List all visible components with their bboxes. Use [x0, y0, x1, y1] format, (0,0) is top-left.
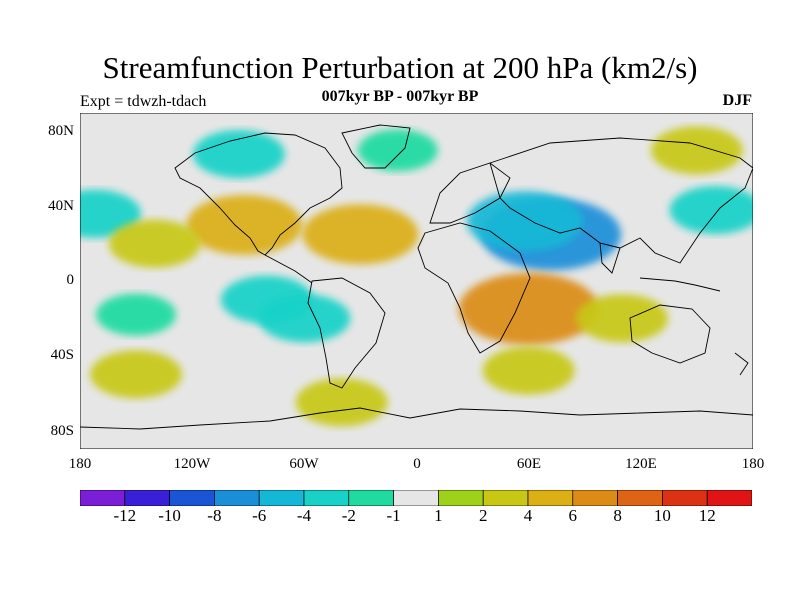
- colorbar-swatch: [303, 490, 350, 506]
- coast-antarctica: [80, 407, 753, 430]
- colorbar-label: -2: [341, 506, 356, 525]
- colorbar-label: -4: [296, 506, 312, 525]
- coast-north-america: [174, 132, 343, 256]
- negative-anomaly: [466, 191, 583, 252]
- lat-tick-label: 40N: [48, 198, 74, 214]
- colorbar-label: -1: [386, 506, 401, 525]
- colorbar-label: -6: [252, 506, 267, 525]
- colorbar-label: -8: [207, 506, 222, 525]
- positive-anomaly: [295, 378, 388, 427]
- negative-anomaly: [357, 129, 438, 172]
- coast-central-america: [264, 254, 313, 284]
- colorbar-swatch: [124, 490, 170, 506]
- map-plot-area: [80, 113, 753, 449]
- colorbar-label: 6: [568, 506, 578, 525]
- positive-anomaly: [108, 219, 201, 268]
- colorbar-swatch: [258, 490, 305, 506]
- positive-anomaly: [302, 204, 419, 265]
- positive-anomaly: [90, 350, 183, 399]
- negative-anomaly: [192, 130, 285, 179]
- lon-tick-label: 120W: [173, 456, 211, 472]
- colorbar-label: -10: [158, 506, 181, 525]
- lon-tick-label: 120E: [625, 456, 657, 472]
- coast-europe: [429, 162, 511, 224]
- coastlines: [80, 124, 753, 430]
- colorbar-label: 2: [478, 506, 488, 525]
- coast-indonesia: [639, 277, 721, 292]
- colorbar-swatch: [348, 490, 394, 506]
- season-label: DJF: [722, 92, 752, 109]
- experiment-label: Expt = tdwzh-tdach: [80, 93, 207, 110]
- colorbar-label: 4: [523, 506, 533, 525]
- lon-tick-label: 180: [68, 456, 92, 472]
- colorbar-swatch: [706, 490, 752, 506]
- lon-tick-label: 0: [413, 456, 421, 472]
- coast-south-america: [307, 277, 386, 389]
- map-background: [80, 113, 753, 449]
- coast-australia: [629, 304, 711, 364]
- colorbar: [80, 490, 752, 506]
- colorbar-label: 12: [698, 506, 716, 525]
- positive-anomaly: [186, 195, 303, 255]
- colorbar-label: 1: [434, 506, 443, 525]
- colorbar-swatch: [80, 490, 126, 506]
- colorbar-swatch: [662, 490, 708, 506]
- negative-anomaly: [96, 293, 177, 336]
- lat-tick-label: 40S: [50, 347, 74, 363]
- colorbar-swatch: [572, 490, 618, 506]
- lon-tick-label: 180: [741, 456, 765, 472]
- lat-tick-label: 0: [66, 272, 75, 288]
- colorbar-swatch: [438, 490, 484, 506]
- coast-greenland: [341, 124, 411, 169]
- positive-anomaly: [482, 346, 575, 395]
- negative-anomaly: [258, 294, 351, 343]
- colorbar-swatch: [214, 490, 260, 506]
- colorbar-swatch: [482, 490, 529, 506]
- coast-new-zealand: [734, 352, 749, 376]
- colorbar-label: -12: [113, 506, 137, 525]
- lat-tick-label: 80S: [50, 423, 74, 439]
- lat-tick-label: 80N: [48, 123, 74, 139]
- lon-tick-label: 60E: [516, 456, 542, 472]
- plot-title: Streamfunction Perturbation at 200 hPa (…: [102, 50, 698, 85]
- colorbar-label: 8: [613, 506, 622, 525]
- positive-anomaly: [458, 273, 599, 345]
- coast-africa: [417, 222, 531, 354]
- positive-anomaly: [650, 126, 743, 175]
- positive-anomaly: [576, 294, 669, 343]
- colorbar-swatch: [617, 490, 663, 506]
- colorbar-label: 10: [653, 506, 671, 525]
- coast-india: [599, 242, 621, 274]
- colorbar-swatch: [393, 490, 439, 506]
- colorbar-swatch: [527, 490, 574, 506]
- lon-tick-label: 60W: [289, 456, 319, 472]
- plot-subtitle: 007kyr BP - 007kyr BP: [321, 88, 479, 105]
- colorbar-swatch: [169, 490, 215, 506]
- coast-asia: [489, 137, 753, 264]
